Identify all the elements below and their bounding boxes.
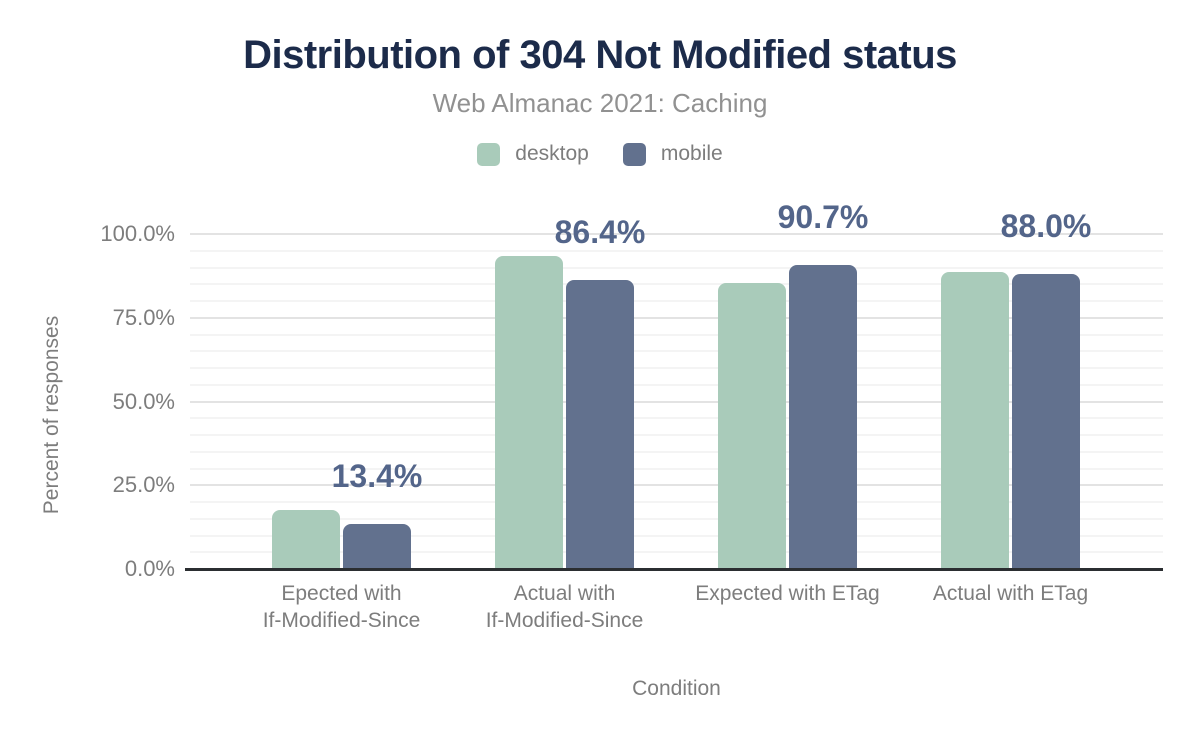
minor-gridline (190, 450, 1163, 453)
minor-gridline (190, 333, 1163, 336)
major-gridline (190, 484, 1163, 487)
data-label: 13.4% (331, 458, 423, 495)
bar-mobile-2 (789, 265, 857, 569)
x-category-label: Actual with ETag (932, 582, 1089, 605)
y-tick-label: 50.0% (112, 388, 175, 414)
legend: desktop mobile (0, 139, 1200, 169)
legend-item-mobile: mobile (622, 142, 723, 166)
minor-gridline (190, 367, 1163, 369)
major-gridline (190, 400, 1163, 403)
minor-gridline (190, 300, 1163, 302)
mobile-swatch-icon (622, 142, 646, 166)
minor-gridline (190, 501, 1163, 503)
bar-mobile-1 (566, 279, 634, 569)
bar-mobile-0 (343, 524, 411, 569)
minor-gridline (190, 283, 1163, 286)
bar-desktop-2 (718, 283, 786, 569)
y-tick-label: 75.0% (112, 304, 175, 330)
chart-title: Distribution of 304 Not Modified status (243, 33, 957, 77)
minor-gridline (190, 266, 1163, 269)
minor-gridline (190, 350, 1163, 353)
minor-gridline (190, 383, 1163, 386)
minor-gridline (190, 249, 1163, 252)
bar-mobile-3 (1012, 274, 1080, 569)
desktop-swatch-icon (477, 142, 501, 166)
bar-desktop-0 (272, 509, 340, 569)
legend-label-desktop: desktop (515, 142, 589, 165)
y-tick-label: 0.0% (124, 556, 175, 581)
data-label: 86.4% (554, 213, 646, 250)
chart-subtitle: Web Almanac 2021: Caching (432, 88, 768, 118)
y-tick-label: 25.0% (112, 472, 175, 498)
minor-gridline (190, 434, 1163, 436)
x-axis-title: Condition (632, 677, 721, 700)
y-tick-label: 100.0% (100, 221, 175, 246)
x-axis-line (185, 567, 1163, 571)
x-category-label: Expected with ETag (695, 582, 880, 605)
minor-gridline (190, 551, 1163, 554)
x-category-label: Actual with If-Modified-Since (485, 582, 644, 632)
data-label: 90.7% (777, 199, 869, 236)
bar-desktop-1 (495, 256, 563, 569)
minor-gridline (190, 534, 1163, 537)
minor-gridline (190, 517, 1163, 520)
legend-label-mobile: mobile (660, 142, 723, 165)
data-label: 88.0% (1000, 208, 1092, 245)
major-gridline (190, 316, 1163, 319)
x-category-label: Epected with If-Modified-Since (262, 582, 421, 632)
legend-item-desktop: desktop (477, 142, 589, 166)
bar-desktop-3 (941, 272, 1009, 569)
major-gridline (190, 233, 1163, 235)
minor-gridline (190, 467, 1163, 470)
minor-gridline (190, 417, 1163, 420)
